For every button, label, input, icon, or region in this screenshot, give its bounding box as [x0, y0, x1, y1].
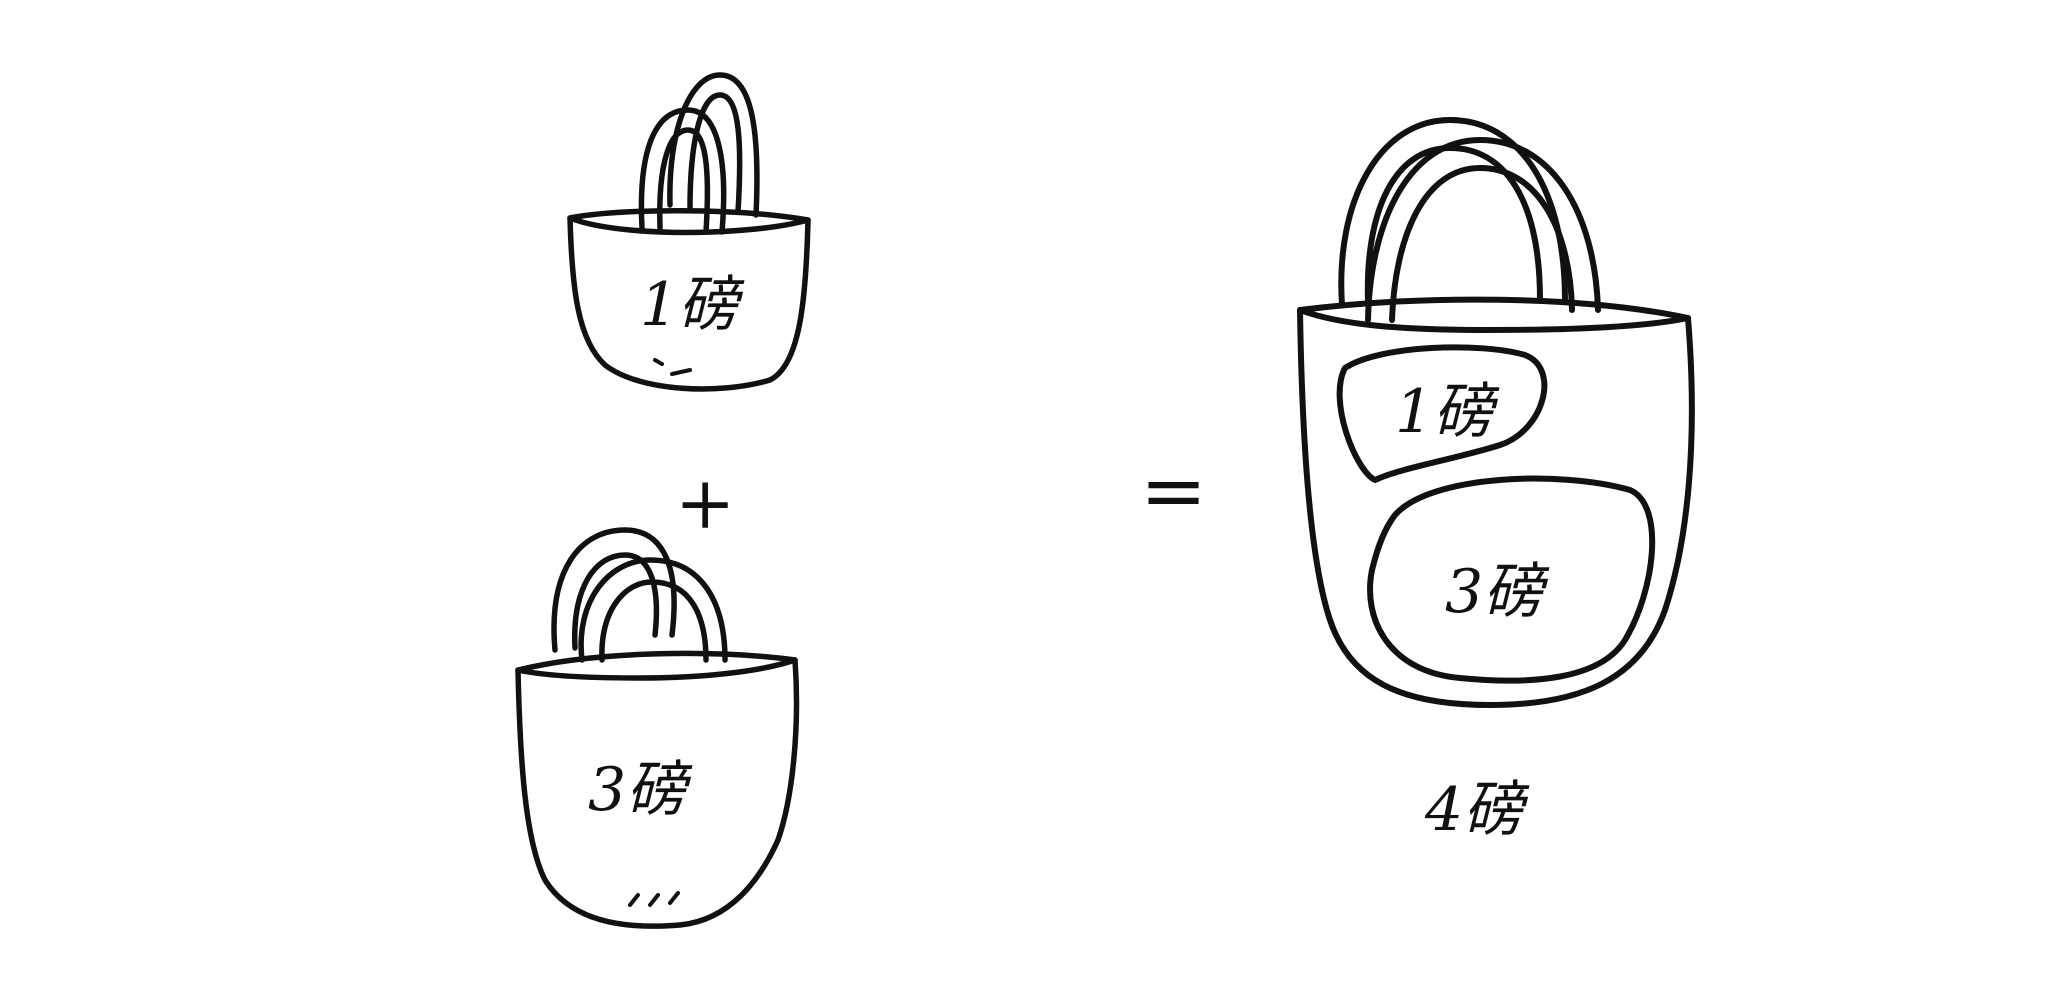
- big-bag: [1297, 117, 1695, 708]
- bottom-bag-back-handle-inner: [572, 552, 660, 651]
- bottom-bag: [515, 527, 800, 929]
- bottom-bag-front-handle-inner: [599, 579, 709, 663]
- big-bag-front-handle-inner: [1389, 165, 1575, 323]
- big-bag-pocket-top: [1336, 344, 1548, 483]
- top-bag-mark: [653, 358, 664, 366]
- top-bag-front-handle: [638, 107, 727, 235]
- big-bag-pocket-top-label: 1磅: [1395, 377, 1500, 447]
- big-bag-front-handle: [1365, 137, 1601, 323]
- bottom-bag-rim: [515, 650, 798, 681]
- big-bag-rim: [1297, 296, 1691, 333]
- bottom-bag-mark: [628, 893, 640, 907]
- big-bag-pocket-bottom-label: 3磅: [1445, 557, 1550, 627]
- top-bag: [567, 72, 811, 392]
- bottom-bag-back-handle: [551, 527, 677, 653]
- big-bag-total-label: 4磅: [1424, 775, 1530, 845]
- top-bag-mark: [670, 368, 692, 376]
- top-bag-label: 1磅: [640, 270, 745, 340]
- bottom-bag-body: [515, 657, 800, 929]
- top-bag-back-handle-inner: [687, 92, 743, 215]
- bottom-bag-mark: [648, 893, 660, 907]
- big-bag-back-handle: [1338, 117, 1568, 308]
- plus-sign: +: [675, 461, 735, 545]
- top-bag-front-handle-inner: [657, 127, 711, 235]
- bottom-bag-mark: [668, 891, 680, 905]
- top-bag-body: [567, 215, 811, 392]
- bottom-bag-label: 3磅: [588, 755, 693, 825]
- big-bag-pocket-bottom: [1367, 475, 1656, 684]
- top-bag-rim: [567, 208, 811, 236]
- big-bag-body: [1297, 307, 1695, 708]
- bottom-bag-front-handle: [578, 557, 728, 663]
- equals-sign: =: [1140, 444, 1207, 537]
